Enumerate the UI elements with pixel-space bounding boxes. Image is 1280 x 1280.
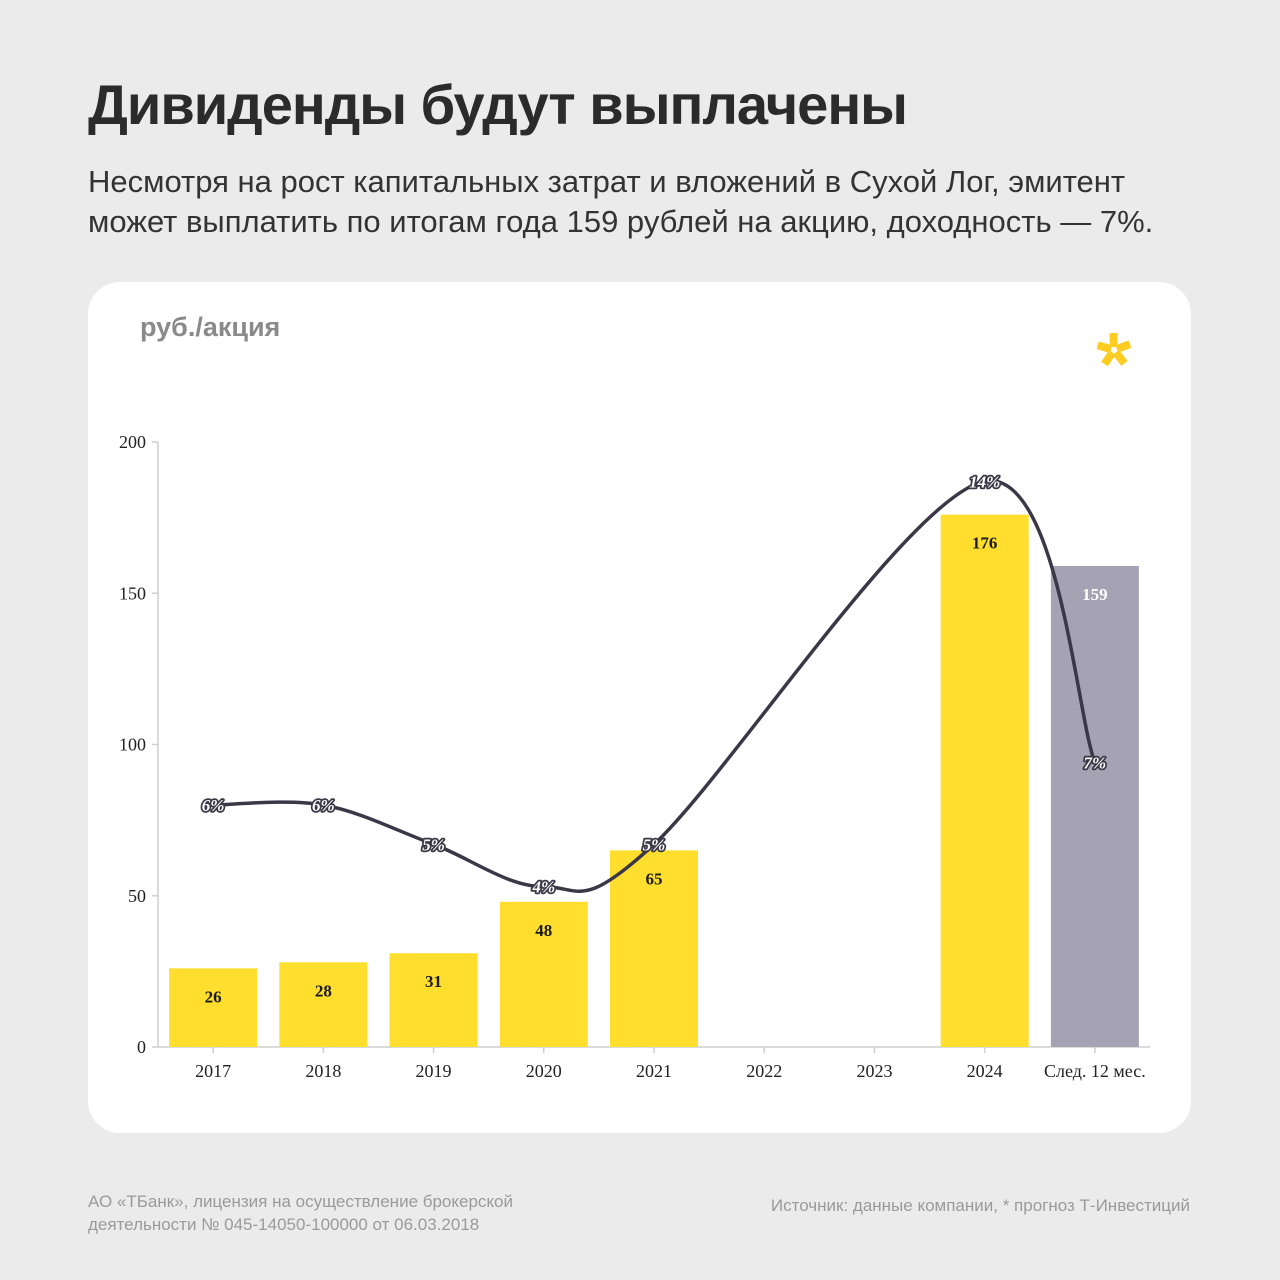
bar-value-label: 65 <box>646 869 663 888</box>
bar <box>499 901 588 1047</box>
y-tick-label: 0 <box>137 1037 146 1057</box>
bar <box>389 953 478 1047</box>
y-tick-label: 200 <box>119 432 146 452</box>
footer-disclaimer: АО «ТБанк», лицензия на осуществление бр… <box>88 1190 513 1236</box>
bar <box>279 962 368 1047</box>
x-tick-label: 2018 <box>305 1061 341 1081</box>
y-tick-label: 150 <box>119 583 146 603</box>
bar <box>940 514 1029 1047</box>
disclaimer-line-1: АО «ТБанк», лицензия на осуществление бр… <box>88 1192 514 1211</box>
logo-petal <box>1115 340 1132 353</box>
logo-petal <box>1101 350 1116 366</box>
y-tick-label: 100 <box>119 735 146 755</box>
logo-petal <box>1096 341 1112 353</box>
bar-value-label: 48 <box>535 921 552 940</box>
disclaimer-line-2: деятельности № 045-14050-100000 от 06.03… <box>88 1215 480 1234</box>
yield-label: 14% <box>969 472 1000 491</box>
x-tick-label: 2022 <box>746 1061 782 1081</box>
logo-petal <box>1113 350 1128 366</box>
yield-label: 6% <box>312 796 335 815</box>
y-tick-label: 50 <box>128 886 146 906</box>
y-axis-unit-label: руб./акция <box>140 312 281 342</box>
bar-value-label: 176 <box>972 534 998 553</box>
bar <box>1050 566 1139 1047</box>
bar-value-label: 159 <box>1082 585 1108 604</box>
page-title: Дивиденды будут выплачены <box>88 73 908 136</box>
x-tick-label: 2024 <box>967 1061 1003 1081</box>
x-tick-label: 2019 <box>416 1061 452 1081</box>
yield-line <box>213 479 1097 893</box>
footer-source: Источник: данные компании, * прогноз Т-И… <box>770 1196 1190 1215</box>
x-tick-label: След. 12 мес. <box>1044 1061 1146 1081</box>
yield-label: 6% <box>202 796 225 815</box>
yield-label: 7% <box>1084 754 1107 773</box>
yield-label: 4% <box>531 878 555 897</box>
bar-value-label: 28 <box>315 981 332 1000</box>
yield-label: 5% <box>422 835 445 854</box>
dividend-chart: 0 50 100 150 200 2017 2018 2019 2020 2021 2022 2023… <box>119 432 1150 1081</box>
bar <box>610 850 698 1047</box>
bar <box>169 968 258 1047</box>
page-subtitle: Несмотря на рост капитальных затрат и вл… <box>88 164 1154 239</box>
bar-value-label: 26 <box>205 987 222 1006</box>
star-sparkle-logo-icon <box>1096 332 1132 366</box>
chart-card: руб./акция 0 50 100 150 200 2017 2018 2019 2020 2… <box>88 282 1191 1133</box>
x-tick-label: 2020 <box>526 1061 562 1081</box>
bar-value-label: 31 <box>425 972 442 991</box>
yield-label: 5% <box>643 835 666 854</box>
x-tick-label: 2017 <box>195 1061 231 1081</box>
x-tick-label: 2023 <box>856 1061 892 1081</box>
logo-petal <box>1109 332 1118 348</box>
x-tick-label: 2021 <box>636 1061 672 1081</box>
